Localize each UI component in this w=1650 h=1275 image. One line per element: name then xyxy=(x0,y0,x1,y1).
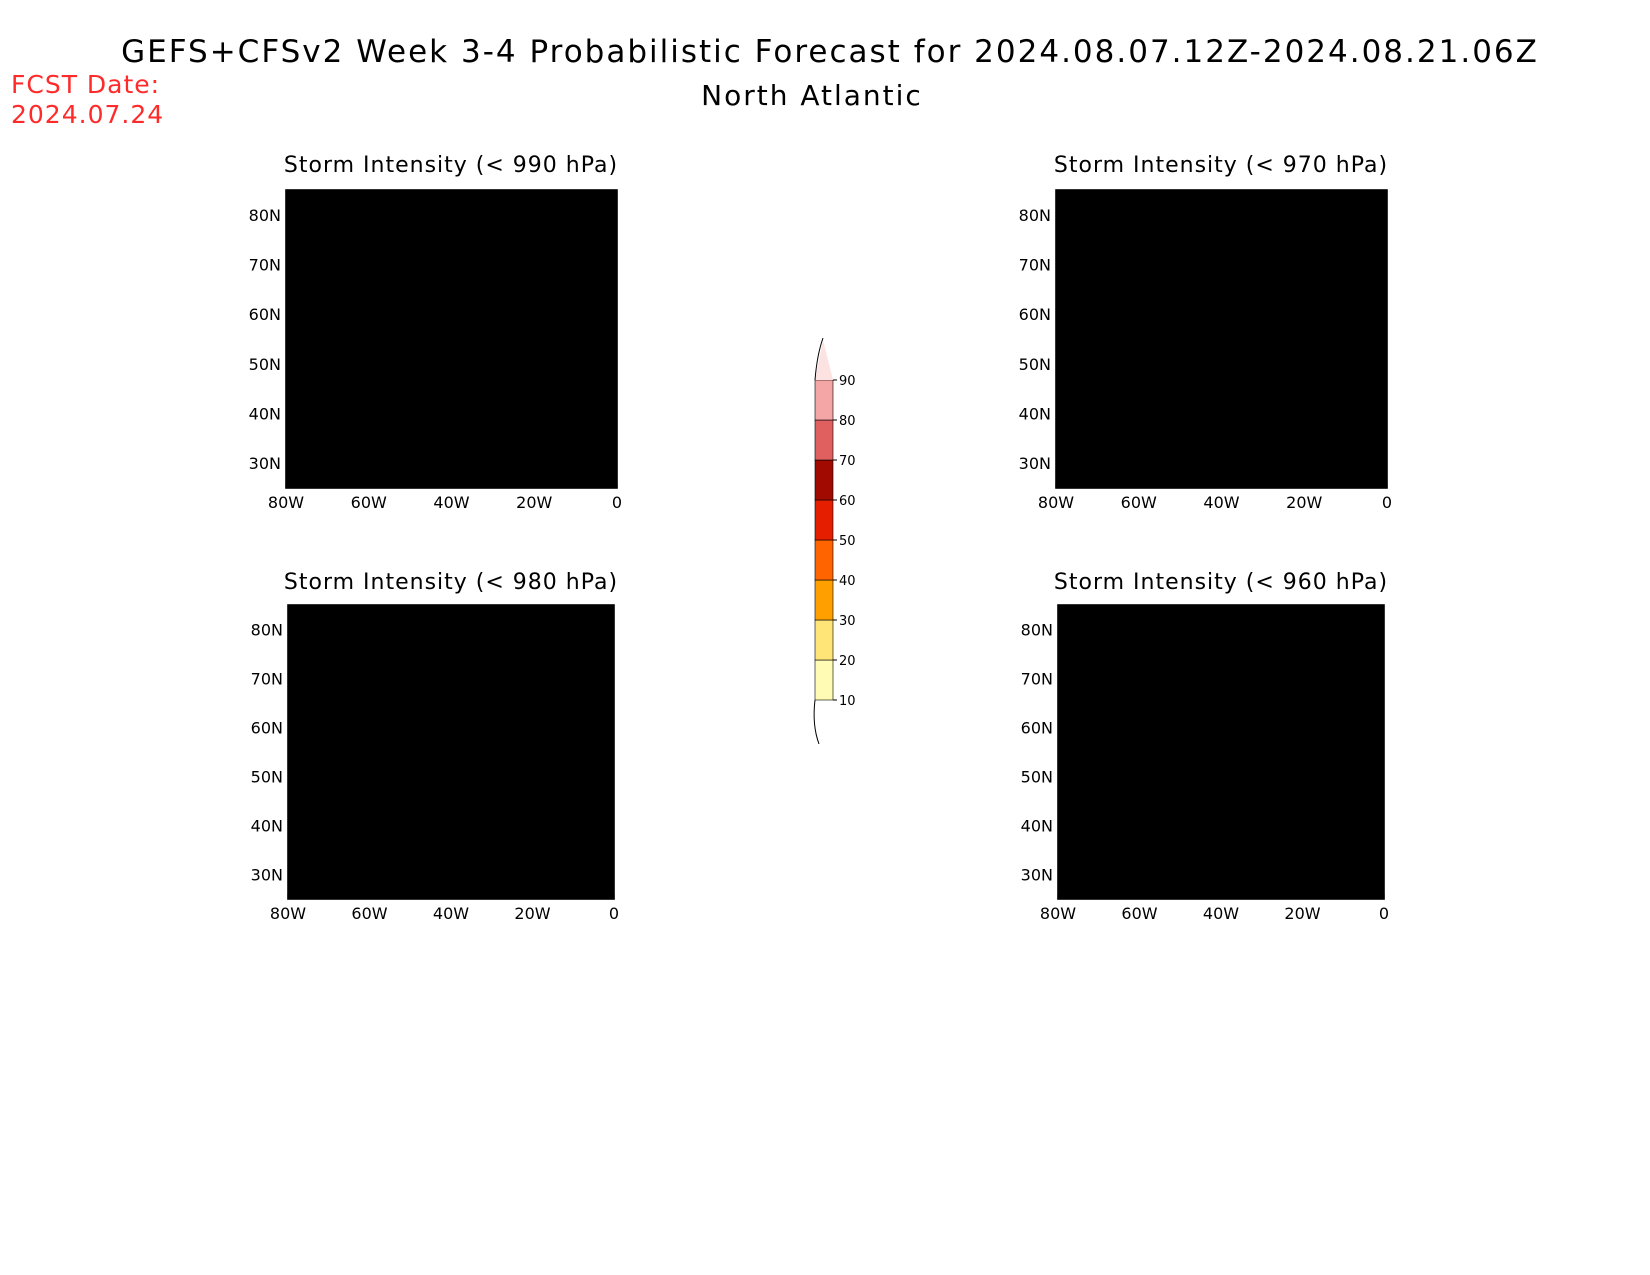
map-axes: 80W 60W 40W 20W 0 30N 40N 50N 60N 70N 80N xyxy=(1021,621,1389,924)
y-tick-label: 30N xyxy=(1021,866,1053,885)
y-tick-label: 50N xyxy=(1021,768,1053,787)
colorbar-high-edge xyxy=(814,337,824,381)
coastlines xyxy=(1056,202,1387,488)
x-tick-label: 20W xyxy=(516,493,552,512)
x-tick-label: 0 xyxy=(1382,493,1392,512)
colorbar-low-edge xyxy=(813,699,820,745)
colorbar-label: 10 xyxy=(839,694,856,709)
colorbar-swatch xyxy=(814,659,834,701)
panel-970: Storm Intensity (< 970 hPa) 80W 60W 40W 20W… xyxy=(1019,153,1392,512)
y-tick-label: 40N xyxy=(1021,817,1053,836)
x-tick-label: 60W xyxy=(351,904,387,923)
colorbar-label: 30 xyxy=(839,614,856,629)
panel-980: Storm Intensity (< 980 hPa) 80W 60W 40W 20W… xyxy=(251,570,619,923)
y-tick-label: 70N xyxy=(251,670,283,689)
colorbar-swatch xyxy=(814,499,834,541)
y-tick-label: 40N xyxy=(251,817,283,836)
panel-990: Storm Intensity (< 990 hPa) 80W 60W 40W 20W… xyxy=(249,153,622,512)
x-tick-label: 0 xyxy=(1379,904,1389,923)
y-tick-label: 80N xyxy=(251,621,283,640)
y-tick-label: 60N xyxy=(1021,719,1053,738)
x-tick-label: 0 xyxy=(612,493,622,512)
x-tick-label: 0 xyxy=(609,904,619,923)
x-tick-label: 80W xyxy=(1040,904,1076,923)
y-tick-label: 80N xyxy=(1019,206,1051,225)
y-tick-label: 50N xyxy=(251,768,283,787)
colorbar-label: 60 xyxy=(839,494,856,509)
map-axes: 80W 60W 40W 20W 0 30N 40N 50N 60N 70N 80N xyxy=(251,621,619,924)
colorbar-label: 70 xyxy=(839,454,856,469)
y-tick-label: 40N xyxy=(1019,405,1051,424)
y-tick-label: 80N xyxy=(1021,621,1053,640)
y-tick-label: 50N xyxy=(249,355,281,374)
y-tick-label: 30N xyxy=(1019,454,1051,473)
y-tick-label: 70N xyxy=(249,256,281,275)
x-tick-label: 40W xyxy=(1203,493,1239,512)
y-tick-label: 60N xyxy=(251,719,283,738)
colorbar-swatch xyxy=(814,459,834,501)
colorbar-swatch xyxy=(814,419,834,461)
x-tick-label: 40W xyxy=(433,904,469,923)
colorbar-swatch xyxy=(814,619,834,661)
figure-subtitle: North Atlantic xyxy=(701,79,923,112)
y-tick-label: 70N xyxy=(1019,256,1051,275)
colorbar-swatch xyxy=(814,379,834,421)
colorbar-swatch xyxy=(814,579,834,621)
colorbar-label: 20 xyxy=(839,654,856,669)
colorbar-label: 40 xyxy=(839,574,856,589)
panel-960: Storm Intensity (< 960 hPa) 80W 60W 40W 20W… xyxy=(1021,570,1389,923)
x-tick-label: 40W xyxy=(433,493,469,512)
y-tick-label: 30N xyxy=(251,866,283,885)
colorbar-high-extension xyxy=(815,340,833,380)
figure-title: GEFS+CFSv2 Week 3-4 Probabilistic Foreca… xyxy=(121,34,1539,70)
y-tick-label: 80N xyxy=(249,206,281,225)
y-tick-label: 30N xyxy=(249,454,281,473)
x-tick-label: 20W xyxy=(1284,904,1320,923)
x-tick-label: 80W xyxy=(270,904,306,923)
fcst-date-label: FCST Date: xyxy=(11,70,160,99)
x-tick-label: 40W xyxy=(1203,904,1239,923)
x-tick-label: 20W xyxy=(1286,493,1322,512)
colorbar-label: 80 xyxy=(839,414,856,429)
coastlines xyxy=(286,202,617,488)
x-tick-label: 80W xyxy=(1038,493,1074,512)
colorbar-label: 90 xyxy=(839,374,856,389)
colorbar-label: 50 xyxy=(839,534,856,549)
fcst-date-value: 2024.07.24 xyxy=(11,100,164,129)
coastlines xyxy=(1058,617,1384,899)
x-tick-label: 20W xyxy=(514,904,550,923)
colorbar-low-extension xyxy=(815,700,833,740)
coastlines xyxy=(288,617,614,899)
x-tick-label: 60W xyxy=(351,493,387,512)
x-tick-label: 60W xyxy=(1121,904,1157,923)
colorbar-swatch xyxy=(814,539,834,581)
map-axes: 80W 60W 40W 20W 0 30N 40N 50N 60N 70N 80N xyxy=(249,206,622,512)
colorbar: 10 20 30 40 50 60 70 80 90 xyxy=(813,337,856,745)
map-axes: 80W 60W 40W 20W 0 30N 40N 50N 60N 70N 80N xyxy=(1019,206,1392,512)
panel-title: Storm Intensity (< 970 hPa) xyxy=(1054,153,1388,178)
y-tick-label: 50N xyxy=(1019,355,1051,374)
x-tick-label: 60W xyxy=(1121,493,1157,512)
panel-title: Storm Intensity (< 990 hPa) xyxy=(284,153,618,178)
y-tick-label: 60N xyxy=(249,305,281,324)
y-tick-label: 40N xyxy=(249,405,281,424)
y-tick-label: 60N xyxy=(1019,305,1051,324)
x-tick-label: 80W xyxy=(268,493,304,512)
panel-title: Storm Intensity (< 980 hPa) xyxy=(284,570,618,595)
y-tick-label: 70N xyxy=(1021,670,1053,689)
panel-title: Storm Intensity (< 960 hPa) xyxy=(1054,570,1388,595)
